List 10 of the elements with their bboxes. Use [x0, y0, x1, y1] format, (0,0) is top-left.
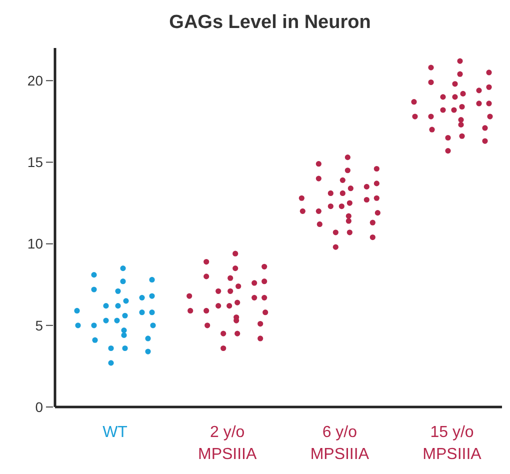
x-tick-label: WT: [102, 424, 128, 441]
y-tick-label: 5: [35, 317, 44, 334]
y-tick-label: 15: [27, 154, 44, 170]
x-tick-label: 6 y/o MPSIIIA: [310, 424, 370, 463]
x-tick-label: 2 y/o MPSIIIA: [198, 424, 257, 463]
y-tick-label: 10: [27, 236, 44, 252]
chart-title: GAGs Level in Neuron: [169, 12, 371, 33]
y-tick-label: 0: [35, 398, 44, 415]
y-tick-label: 20: [27, 72, 44, 89]
x-tick-label: 15 y/o MPSIIIA: [422, 424, 482, 463]
